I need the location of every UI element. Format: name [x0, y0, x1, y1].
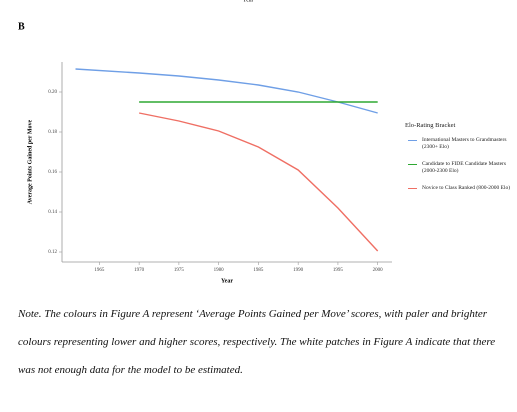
y-axis-label: Average Points Gained per Move	[27, 119, 33, 204]
legend-item: International Masters to Grandmasters (2…	[405, 137, 515, 150]
x-tick-label: 1970	[134, 268, 145, 273]
legend-item: Novice to Class Ranked (800-2000 Elo)	[405, 185, 515, 192]
x-tick-label: 1980	[214, 268, 225, 273]
y-tick-label: 0.12	[48, 250, 57, 255]
note: Note. The colours in Figure A represent …	[18, 308, 496, 376]
y-tick-label: 0.20	[48, 90, 57, 95]
panel-label: B	[18, 21, 25, 32]
legend-title: Elo-Rating Bracket	[405, 122, 456, 129]
x-tick-label: 2000	[373, 268, 384, 273]
x-tick-label: 1965	[94, 268, 105, 273]
x-tick-label: 1990	[293, 268, 304, 273]
legend-swatch	[408, 140, 417, 141]
plot: 0.12 0.14 0.16 0.18 0.20 1965 1970 1975 1980 1985…	[27, 62, 392, 284]
y-tick-label: 0.16	[48, 170, 57, 175]
legend-label: International Masters to Grandmasters (2…	[422, 137, 507, 150]
cut-axis-label: Year	[242, 0, 253, 3]
legend: Elo-Rating Bracket International Masters…	[405, 122, 515, 203]
y-tick-label: 0.18	[48, 130, 57, 135]
x-axis-label: Year	[221, 278, 233, 284]
legend-swatch	[408, 188, 417, 189]
series-line	[75, 68, 378, 114]
legend-swatch	[408, 164, 417, 165]
series-line	[138, 112, 379, 252]
y-tick-label: 0.14	[48, 210, 57, 215]
legend-label: Candidate to FIDE Candidate Masters (200…	[422, 161, 507, 174]
x-tick-label: 1995	[333, 268, 344, 273]
x-tick-label: 1975	[174, 268, 185, 273]
x-tick-label: 1985	[253, 268, 264, 273]
legend-item: Candidate to FIDE Candidate Masters (200…	[405, 161, 515, 174]
legend-label: Novice to Class Ranked (800-2000 Elo)	[422, 185, 511, 191]
